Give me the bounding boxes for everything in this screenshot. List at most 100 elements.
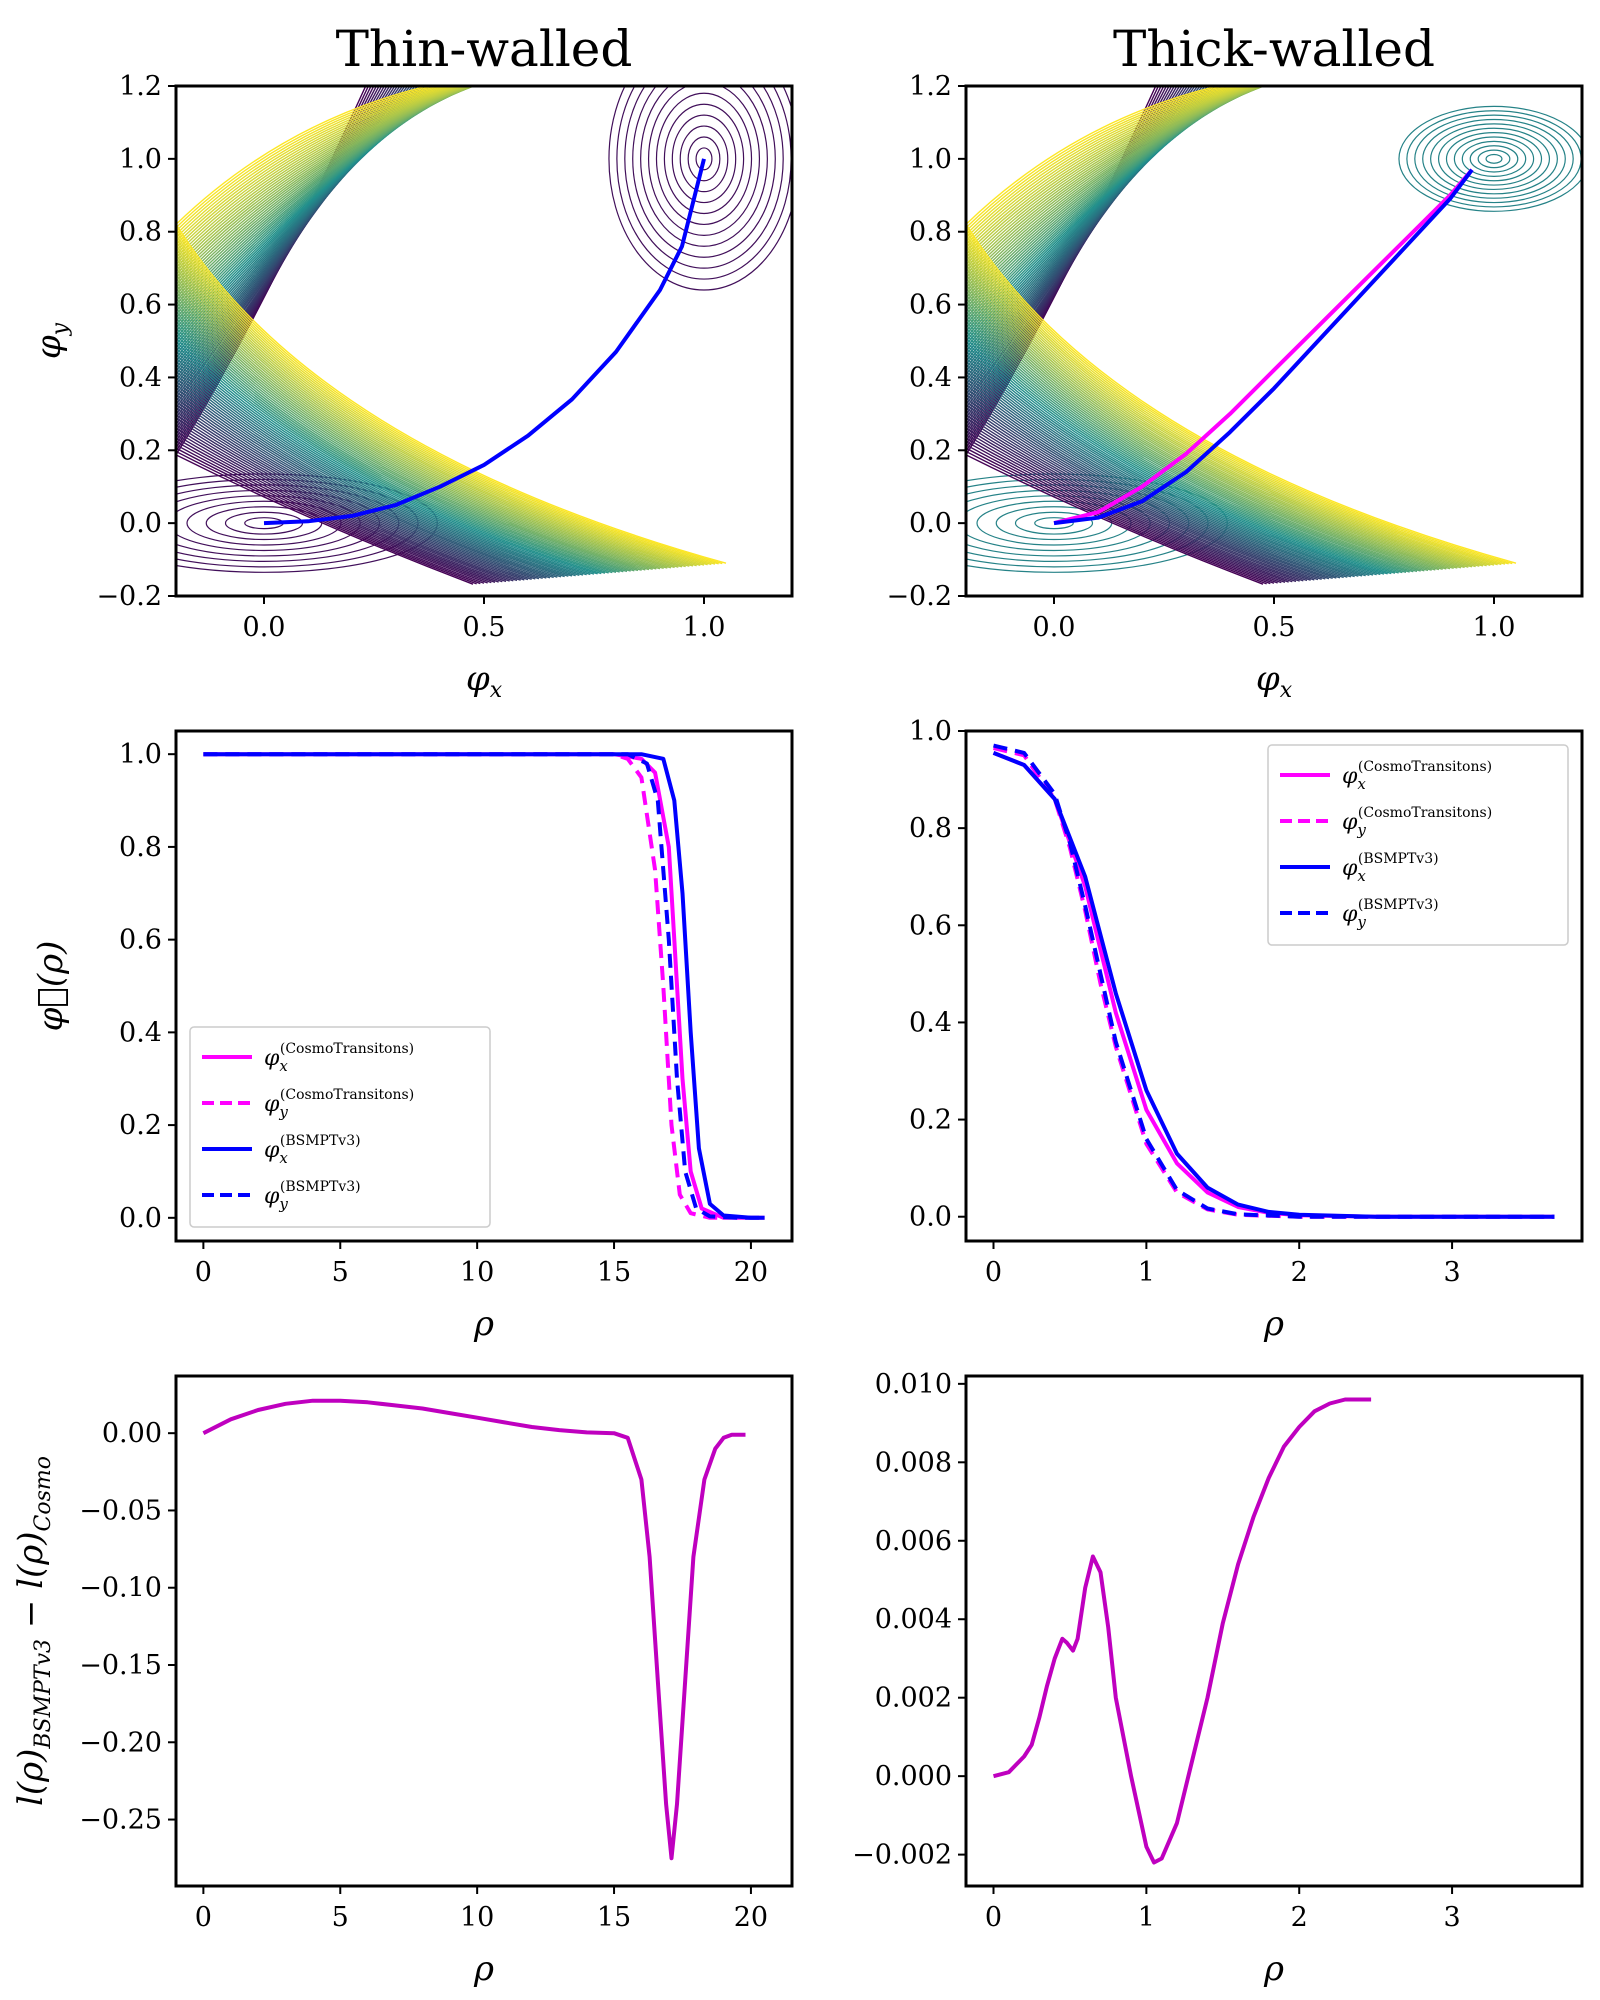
legend-label: φy(BSMPTv3) — [264, 1179, 361, 1213]
thin_difference-series-0 — [202, 1398, 746, 1861]
contour-band — [966, 86, 1491, 567]
contour-band — [966, 86, 1480, 567]
contour-band — [966, 86, 1509, 565]
contour-line — [655, 92, 753, 226]
y-tick-label: 0.010 — [875, 1369, 952, 1400]
contour-line — [1414, 114, 1574, 204]
contour-band — [176, 86, 672, 569]
ylabel-thin-difference: l(ρ)BSMPTv3 − l(ρ)Cosmo — [11, 1456, 56, 1806]
contour-band — [966, 86, 1473, 568]
contour-band — [176, 86, 719, 565]
xlabel-thin-difference: ρ — [473, 1949, 494, 1989]
y-tick-label: 0.4 — [119, 362, 162, 393]
legend-label: φx(BSMPTv3) — [264, 1133, 361, 1167]
contour-line — [1034, 517, 1074, 530]
title-thick: Thick-walled — [1113, 20, 1435, 78]
thin_profile-legend: φx(CosmoTransitons) φy(CosmoTransitons) φx… — [189, 1026, 491, 1228]
thin_difference-plot-area — [202, 1398, 746, 1861]
thick_profile-frame — [964, 729, 1584, 1243]
y-tick-label: 0.8 — [909, 813, 952, 844]
panel-thin-difference: 0 5 10 15 20 0.00 −0.05 −0.10 −0.15 −0.20 −0.25 — [79, 1374, 794, 1933]
y-tick-label: −0.002 — [852, 1840, 952, 1871]
contour-line — [1461, 140, 1527, 177]
x-tick-label: 0 — [195, 1902, 212, 1933]
contour-band — [966, 86, 1476, 568]
contour-line — [640, 86, 768, 247]
x-tick-label: 0 — [985, 1257, 1002, 1288]
x-tick-label: 15 — [597, 1902, 631, 1933]
y-tick-label: 0.4 — [909, 1007, 952, 1038]
thick_difference-series-0 — [992, 1397, 1372, 1865]
contour-line — [1437, 127, 1551, 191]
y-tick-label: 0.00 — [102, 1418, 162, 1449]
contour-line — [679, 125, 729, 193]
contour-line — [624, 86, 784, 269]
ylabel-thin-profile: φ⃗(ρ) — [31, 941, 71, 1032]
thick_profile-plot-area — [992, 743, 1555, 1219]
x-tick-label: 0 — [985, 1902, 1002, 1933]
y-tick-label: 0.8 — [119, 217, 162, 248]
xlabel-thin-potential: φx — [466, 659, 503, 703]
thick_potential-plot-area — [966, 86, 1582, 585]
contour-band — [966, 86, 1495, 566]
contour-line — [1453, 136, 1535, 182]
contour-band — [966, 86, 1462, 569]
contour-band — [176, 86, 716, 565]
ylabel-thin-potential: φy — [29, 322, 73, 359]
thick_profile-legend: φx(CosmoTransitons) φy(CosmoTransitons) φx… — [1267, 744, 1569, 946]
y-tick-label: 0.6 — [909, 290, 952, 321]
thick_difference-frame — [964, 1374, 1584, 1888]
contour-band — [966, 86, 1469, 568]
contour-band — [966, 86, 1465, 569]
contour-line — [687, 136, 721, 182]
x-tick-label: 15 — [597, 1257, 631, 1288]
legend-label: φy(CosmoTransitons) — [264, 1087, 414, 1121]
y-tick-label: 0.8 — [909, 217, 952, 248]
panel-thin-profile: 0 5 10 15 20 0.0 0.2 0.4 0.6 0.8 1.0 φx(CosmoTransi… — [119, 729, 794, 1288]
y-tick-label: 1.0 — [909, 144, 952, 175]
contour-band — [176, 86, 701, 567]
contour-band — [176, 86, 723, 565]
y-tick-label: 0.0 — [909, 1202, 952, 1233]
x-tick-label: 5 — [332, 1902, 349, 1933]
x-tick-label: 1.0 — [683, 612, 726, 643]
contour-line — [1430, 123, 1558, 195]
thick_profile-series-3 — [993, 743, 1555, 1219]
y-tick-label: 0.2 — [909, 1105, 952, 1136]
contour-line — [1485, 153, 1503, 164]
y-tick-label: 1.2 — [119, 71, 162, 102]
x-tick-label: 1 — [1138, 1902, 1155, 1933]
y-tick-label: 1.0 — [119, 739, 162, 770]
legend-label: φx(CosmoTransitons) — [1342, 759, 1492, 793]
contour-band — [176, 86, 675, 569]
contour-band — [966, 86, 1502, 566]
contour-band — [176, 86, 683, 568]
contour-band — [176, 86, 697, 567]
x-tick-label: 1.0 — [1473, 612, 1516, 643]
panel-thick-difference: 0 1 2 3 −0.002 0.000 0.002 0.004 0.006 0.008 0.010 — [852, 1369, 1584, 1933]
y-tick-label: 0.004 — [875, 1604, 952, 1635]
contour-line — [1398, 105, 1582, 212]
y-tick-label: 0.0 — [909, 508, 952, 539]
y-tick-label: 0.2 — [119, 1110, 162, 1141]
x-tick-label: 0 — [195, 1257, 212, 1288]
xlabel-thick-profile: ρ — [1263, 1304, 1284, 1344]
y-tick-label: 0.2 — [119, 435, 162, 466]
contour-line — [695, 147, 713, 171]
y-tick-label: −0.25 — [79, 1805, 162, 1836]
contour-line — [608, 86, 792, 291]
contour-line — [1477, 149, 1511, 169]
y-tick-label: 0.2 — [909, 435, 952, 466]
x-tick-label: 10 — [460, 1257, 494, 1288]
legend-label: φy(CosmoTransitons) — [1342, 805, 1492, 839]
panel-thick-profile: 0 1 2 3 0.0 0.2 0.4 0.6 0.8 1.0 φx(CosmoTransitons… — [909, 716, 1584, 1288]
thin_difference-frame — [174, 1374, 794, 1888]
thick_potential-series-1 — [1053, 168, 1474, 526]
thick_potential-series-0 — [1053, 168, 1474, 526]
contour-band — [176, 86, 686, 568]
thin_potential-series-0 — [263, 158, 706, 526]
legend-label: φx(BSMPTv3) — [1342, 851, 1439, 885]
thin_profile-plot-area — [203, 752, 765, 1220]
xlabel-thick-potential: φx — [1256, 659, 1293, 703]
